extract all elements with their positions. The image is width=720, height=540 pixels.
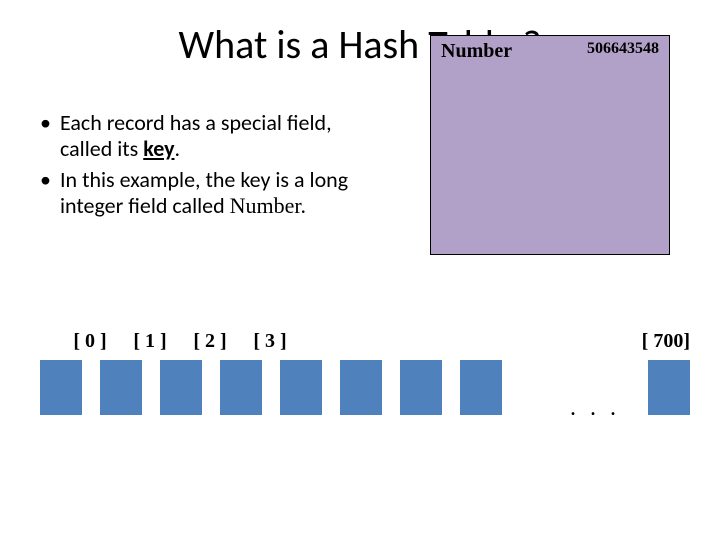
array-cell <box>340 360 382 415</box>
array-cell <box>100 360 142 415</box>
array-cell <box>160 360 202 415</box>
array-cell <box>40 360 82 415</box>
bullet-list: Each record has a special field, called … <box>40 110 380 224</box>
cells-row <box>40 360 520 415</box>
bullet-1: Each record has a special field, called … <box>40 110 380 163</box>
bullet-1-key: key <box>143 135 174 162</box>
bullet-2: In this example, the key is a long integ… <box>40 167 380 220</box>
index-2: [ 2 ] <box>180 330 240 353</box>
array-cell <box>280 360 322 415</box>
callout-header: Number 506643548 <box>431 40 669 63</box>
index-1: [ 1 ] <box>120 330 180 353</box>
index-0: [ 0 ] <box>60 330 120 353</box>
index-last: [ 700] <box>642 330 690 353</box>
callout-value: 506643548 <box>587 40 659 63</box>
array-cell <box>400 360 442 415</box>
index-row: [ 0 ] [ 1 ] [ 2 ] [ 3 ] <box>60 330 300 353</box>
bullet-1-pre: Each record has a special field, called … <box>60 109 332 162</box>
array-cell <box>220 360 262 415</box>
callout-label: Number <box>441 40 512 63</box>
ellipsis: . . . <box>570 395 620 422</box>
record-callout: Number 506643548 <box>430 35 670 255</box>
array-cell <box>460 360 502 415</box>
bullet-1-post: . <box>174 135 180 162</box>
array-cell-last <box>648 360 690 415</box>
slide: What is a Hash Table ? Each record has a… <box>0 0 720 540</box>
index-3: [ 3 ] <box>240 330 300 353</box>
bullet-2-number: Number. <box>230 193 306 218</box>
